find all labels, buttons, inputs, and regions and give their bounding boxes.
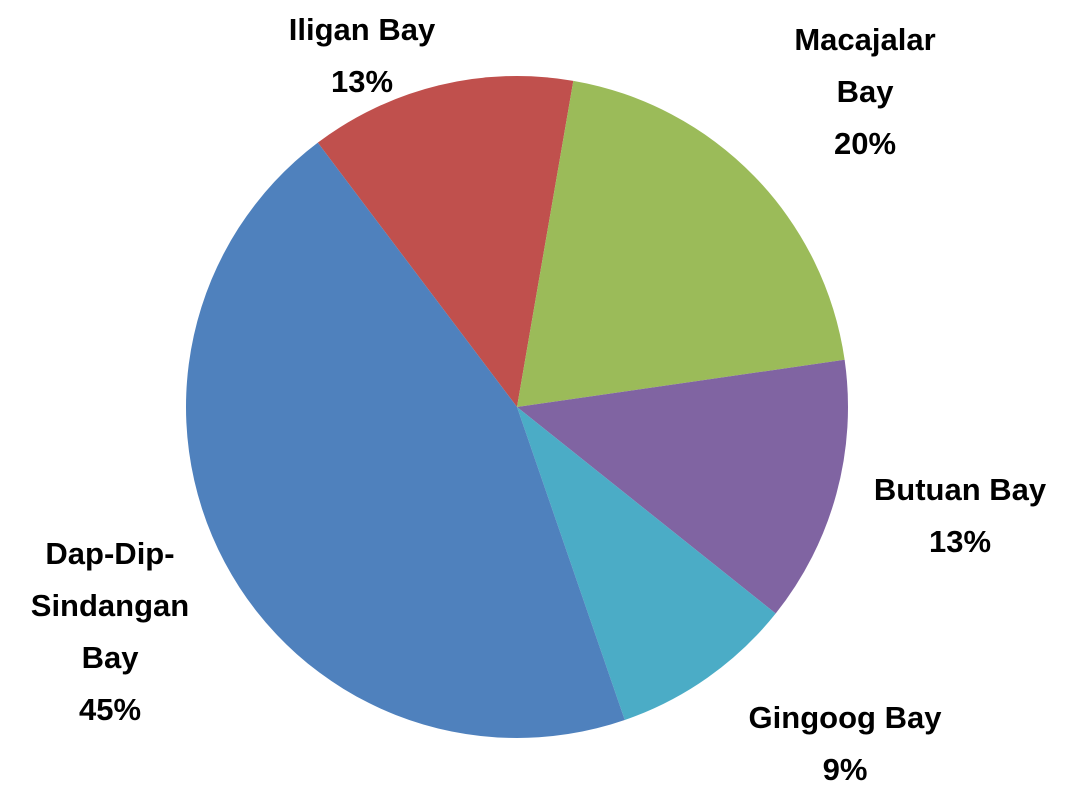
pie-slice bbox=[517, 80, 845, 407]
pie-slice bbox=[517, 407, 776, 720]
value-label: 45% bbox=[78, 692, 142, 727]
slice-label: Gingoog Bay 9% bbox=[705, 692, 985, 785]
category-label: Dap-Dip-Sindangan Bay bbox=[30, 536, 190, 675]
pie-slice bbox=[186, 142, 625, 739]
value-label: 20% bbox=[833, 126, 897, 161]
value-label: 13% bbox=[330, 64, 394, 99]
slice-label: Butuan Bay 13% bbox=[830, 464, 1086, 568]
category-label: Butuan Bay bbox=[873, 472, 1047, 507]
slice-label: Iligan Bay 13% bbox=[232, 4, 492, 108]
pie-slice bbox=[517, 359, 848, 614]
value-label: 13% bbox=[928, 524, 992, 559]
slice-label: Macajalar Bay 20% bbox=[765, 14, 965, 170]
slice-label: Dap-Dip-Sindangan Bay 45% bbox=[10, 528, 210, 736]
category-label: Gingoog Bay bbox=[748, 700, 942, 735]
value-label: 9% bbox=[822, 752, 868, 785]
category-label: Macajalar Bay bbox=[794, 22, 936, 109]
pie-slice bbox=[317, 75, 574, 407]
category-label: Iligan Bay bbox=[288, 12, 436, 47]
